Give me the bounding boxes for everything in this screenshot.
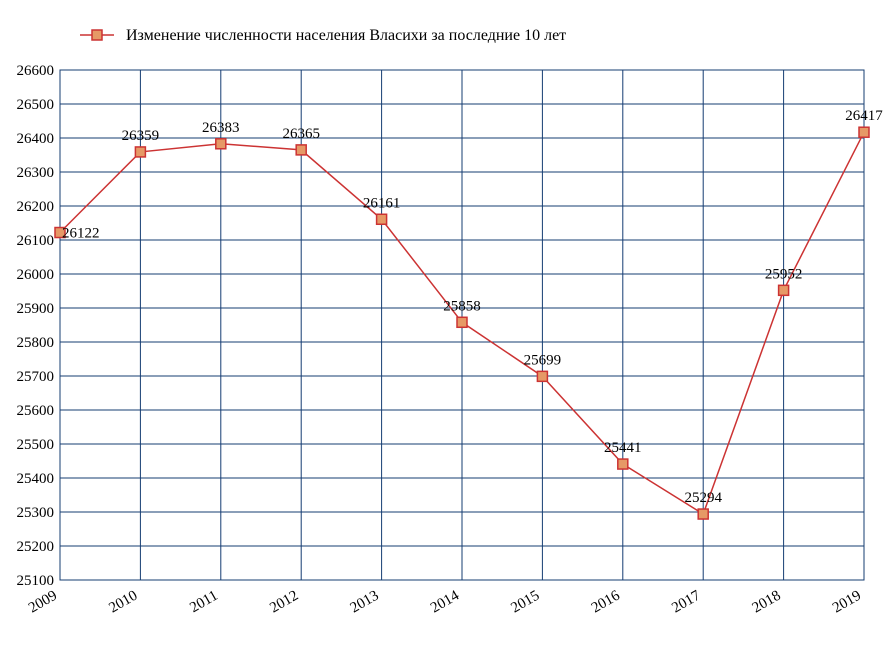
data-marker — [537, 371, 547, 381]
data-label: 26383 — [202, 120, 240, 136]
legend: Изменение численности населения Власихи … — [80, 27, 566, 44]
data-label: 26359 — [122, 128, 160, 144]
data-label: 25699 — [524, 352, 562, 368]
y-tick-label: 25500 — [17, 437, 55, 453]
y-tick-label: 25400 — [17, 471, 55, 487]
legend-label: Изменение численности населения Власихи … — [126, 27, 566, 44]
data-label: 25294 — [684, 490, 722, 506]
data-marker — [377, 214, 387, 224]
data-marker — [779, 285, 789, 295]
data-label: 26122 — [62, 226, 100, 242]
data-label: 25858 — [443, 298, 481, 314]
y-tick-label: 25900 — [17, 301, 55, 317]
data-label: 25952 — [765, 266, 803, 282]
legend-marker-icon — [92, 30, 102, 40]
data-marker — [859, 127, 869, 137]
y-tick-label: 25200 — [17, 539, 55, 555]
y-tick-label: 25100 — [17, 573, 55, 589]
y-tick-label: 26500 — [17, 97, 55, 113]
data-marker — [135, 147, 145, 157]
data-marker — [618, 459, 628, 469]
y-tick-label: 26300 — [17, 165, 55, 181]
y-tick-label: 25700 — [17, 369, 55, 385]
y-tick-label: 25300 — [17, 505, 55, 521]
y-tick-label: 26100 — [17, 233, 55, 249]
data-label: 26365 — [282, 126, 320, 142]
y-tick-label: 26400 — [17, 131, 55, 147]
y-tick-label: 25600 — [17, 403, 55, 419]
chart-container: 25100 25200 25300 25400 25500 25600 25700 25800… — [0, 0, 884, 650]
data-marker — [698, 509, 708, 519]
data-label: 26161 — [363, 195, 401, 211]
y-tick-label: 26600 — [17, 63, 55, 79]
data-label: 25441 — [604, 440, 642, 456]
y-tick-label: 26000 — [17, 267, 55, 283]
data-marker — [216, 139, 226, 149]
data-marker — [457, 317, 467, 327]
population-line-chart: 25100 25200 25300 25400 25500 25600 25700 25800… — [0, 0, 884, 650]
data-label: 26417 — [845, 108, 883, 124]
y-tick-label: 25800 — [17, 335, 55, 351]
y-tick-label: 26200 — [17, 199, 55, 215]
data-marker — [296, 145, 306, 155]
